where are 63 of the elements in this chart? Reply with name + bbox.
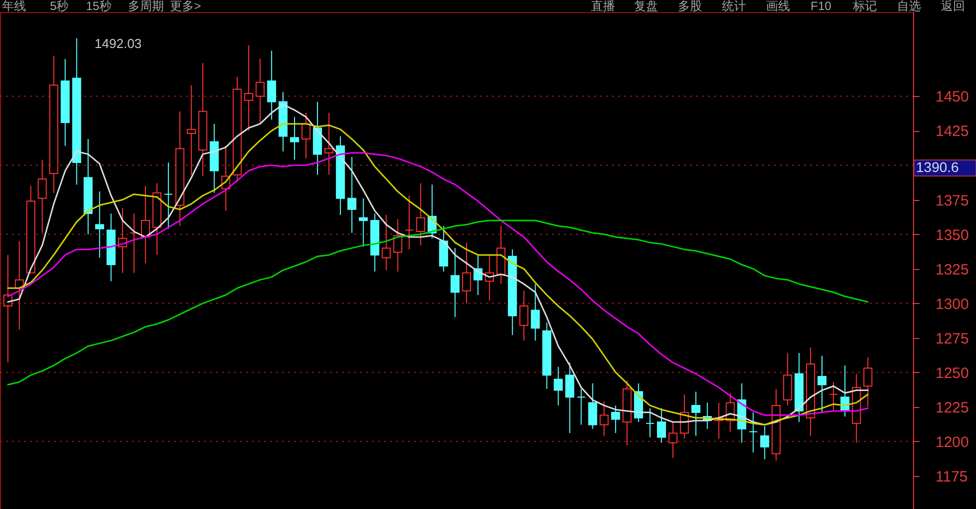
annotation: 15秒 (86, 0, 112, 13)
candlestick (462, 242, 472, 304)
candlestick (164, 162, 173, 230)
annotation: 更多> (170, 0, 202, 13)
candlestick (256, 58, 265, 123)
candlestick (358, 198, 368, 248)
y-tick-label: 1225 (936, 399, 969, 416)
candlestick (646, 408, 654, 438)
candlestick (38, 159, 47, 234)
candlestick (576, 388, 586, 426)
candlestick (244, 44, 254, 132)
annotation: F10 (810, 0, 832, 13)
y-tick-label: 1375 (936, 192, 969, 210)
candlestick (416, 182, 426, 246)
text: 自选 (897, 0, 921, 13)
annotation: 标记 (852, 0, 877, 13)
candlestick (588, 382, 598, 430)
candlestick (760, 426, 770, 460)
candlestick (863, 356, 872, 408)
annotation: 直播 (591, 0, 615, 13)
candlestick (302, 112, 310, 159)
candlestick (828, 381, 838, 412)
candlestick (347, 156, 356, 234)
candlestick (450, 248, 460, 318)
candlestick (95, 190, 104, 258)
y-tick-label: 1275 (936, 330, 969, 348)
candlestick (818, 355, 826, 413)
candlestick (611, 404, 620, 434)
candlestick (554, 366, 563, 406)
candlestick (267, 50, 276, 120)
candlestick (530, 283, 540, 342)
candlestick (691, 391, 700, 436)
candlestick (382, 214, 391, 271)
annotation: 多周期 (128, 0, 164, 13)
candlestick (519, 290, 528, 342)
candlestick (668, 422, 678, 458)
candlestick (748, 412, 758, 453)
annotation: 画线 (766, 0, 790, 13)
candlestick (404, 195, 414, 250)
annotation: 复盘 (634, 0, 658, 13)
annotation: 5秒 (50, 0, 69, 13)
candlestick (130, 213, 138, 274)
y-tick-label: 1250 (936, 364, 969, 382)
annotation: 多股 (678, 0, 702, 13)
y-tick-label: 1350 (936, 226, 969, 244)
candlestick (186, 84, 196, 176)
candlestick (656, 408, 666, 444)
y-tick-label: 1175 (936, 468, 968, 486)
annotation: 年线 (2, 0, 26, 13)
candlestick (565, 362, 574, 434)
candlestick (324, 112, 334, 176)
y-tick-label: 1425 (936, 123, 969, 140)
candlestick (290, 116, 300, 160)
text: 1390.6 (916, 159, 960, 175)
y-tick-label: 1200 (936, 434, 969, 451)
candlestick (393, 218, 402, 272)
y-tick-label: 1325 (936, 261, 969, 278)
y-tick-label: 1300 (936, 296, 969, 313)
annotation: 1492.03 (94, 36, 142, 52)
text: 返回 (941, 0, 965, 13)
y-tick-label: 1450 (936, 88, 969, 106)
candlestick (600, 400, 609, 436)
annotation: 统计 (722, 0, 746, 13)
